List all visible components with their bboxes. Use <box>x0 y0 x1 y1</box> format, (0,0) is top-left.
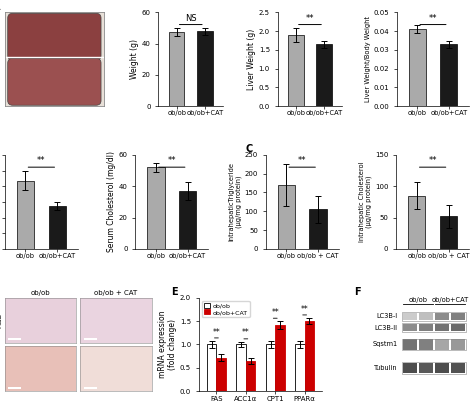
Bar <box>197 31 213 106</box>
Bar <box>305 321 314 391</box>
Bar <box>403 324 417 331</box>
Text: **: ** <box>306 14 314 23</box>
Bar <box>402 339 466 350</box>
Bar <box>295 344 305 391</box>
Text: LC3B-I: LC3B-I <box>376 314 397 319</box>
Bar <box>402 323 466 332</box>
Bar <box>169 32 184 106</box>
Text: **: ** <box>167 156 176 165</box>
Text: **: ** <box>212 328 220 337</box>
Bar <box>419 339 433 350</box>
Bar <box>403 339 417 350</box>
Y-axis label: Intrahepatic Cholesterol
(μg/mg protein): Intrahepatic Cholesterol (μg/mg protein) <box>358 162 372 242</box>
Bar <box>440 216 457 249</box>
Bar <box>246 361 255 391</box>
Bar <box>316 44 332 106</box>
Text: **: ** <box>298 156 307 165</box>
Text: E: E <box>172 287 178 297</box>
Bar <box>451 313 465 320</box>
Bar <box>402 362 466 374</box>
Text: LC3B-II: LC3B-II <box>374 325 397 330</box>
Bar <box>408 196 426 249</box>
Text: Sqstm1: Sqstm1 <box>372 342 397 347</box>
Bar <box>207 344 217 391</box>
Y-axis label: Oil Red O: Oil Red O <box>0 353 2 385</box>
FancyBboxPatch shape <box>8 13 101 60</box>
Text: C: C <box>245 144 252 154</box>
Bar <box>419 313 433 320</box>
Legend: ob/ob, ob/ob+CAT: ob/ob, ob/ob+CAT <box>202 301 249 317</box>
Y-axis label: Liver Weight (g): Liver Weight (g) <box>247 29 256 90</box>
Text: F: F <box>354 287 361 297</box>
Bar <box>402 312 466 321</box>
Y-axis label: Serum Cholesterol (mg/dl): Serum Cholesterol (mg/dl) <box>107 151 116 253</box>
Bar <box>403 363 417 373</box>
Bar <box>440 44 457 106</box>
Y-axis label: IntrahepaticTriglyceride
(μg/mg protein): IntrahepaticTriglyceride (μg/mg protein) <box>228 162 242 241</box>
Bar <box>48 206 66 249</box>
Y-axis label: H&E: H&E <box>0 313 2 328</box>
Y-axis label: Weight (g): Weight (g) <box>130 39 139 79</box>
Bar <box>435 339 449 350</box>
Text: NS: NS <box>185 14 197 23</box>
Bar <box>275 325 285 391</box>
Bar <box>179 191 197 249</box>
Text: **: ** <box>242 328 250 337</box>
Text: **: ** <box>37 156 46 165</box>
Bar <box>17 181 34 249</box>
Text: ob/ob+CAT: ob/ob+CAT <box>432 297 469 303</box>
Bar <box>266 344 275 391</box>
Bar <box>147 168 164 249</box>
Bar <box>435 324 449 331</box>
Bar <box>288 35 304 106</box>
Bar <box>409 29 426 106</box>
Bar <box>84 387 97 389</box>
FancyBboxPatch shape <box>8 59 101 105</box>
Bar <box>451 339 465 350</box>
Bar <box>277 185 295 249</box>
Text: **: ** <box>428 156 437 165</box>
Bar <box>310 209 327 249</box>
Text: **: ** <box>271 308 279 317</box>
Text: **: ** <box>301 304 309 314</box>
Bar <box>84 338 97 340</box>
Title: ob/ob + CAT: ob/ob + CAT <box>94 290 138 296</box>
Bar <box>451 324 465 331</box>
Bar <box>419 324 433 331</box>
Bar <box>451 363 465 373</box>
Text: **: ** <box>429 14 437 23</box>
Title: ob/ob: ob/ob <box>31 290 50 296</box>
Bar <box>435 313 449 320</box>
Bar <box>403 313 417 320</box>
Bar <box>435 363 449 373</box>
Bar <box>9 387 21 389</box>
Bar <box>9 338 21 340</box>
Bar <box>419 363 433 373</box>
Y-axis label: Liver Weight/Body Weight: Liver Weight/Body Weight <box>365 16 371 102</box>
Text: Tubulin: Tubulin <box>374 365 397 371</box>
Bar <box>237 344 246 391</box>
Y-axis label: mRNA expression
(fold change): mRNA expression (fold change) <box>158 311 177 378</box>
Text: ob/ob: ob/ob <box>409 297 428 303</box>
Bar <box>217 358 226 391</box>
